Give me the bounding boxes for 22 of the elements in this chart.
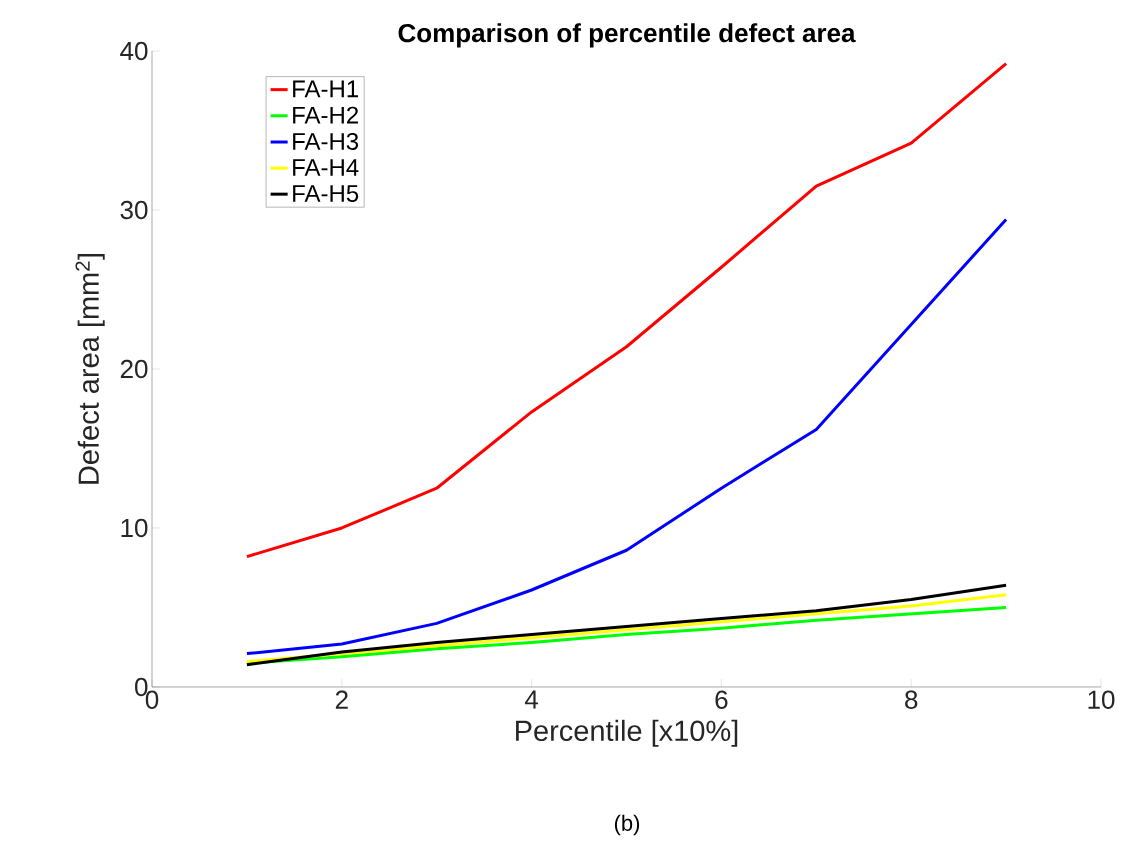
x-axis-title: Percentile [x10%]	[516, 719, 738, 747]
legend-label: FA-H1	[293, 80, 358, 98]
y-tick-label: 10	[121, 518, 148, 538]
line-series	[245, 583, 1008, 667]
x-tick-label: 10	[1088, 690, 1115, 709]
chart-title: Comparison of percentile defect area	[398, 23, 856, 48]
x-tick-label: 6	[715, 690, 728, 709]
line-series	[245, 218, 1008, 656]
text: (b)	[614, 814, 640, 836]
x-tick-label: 8	[905, 690, 918, 709]
line-series	[245, 593, 1008, 664]
y-axis-title: Defect area [mm$^{2}$]	[75, 253, 105, 484]
legend-label: FA-H5	[293, 185, 359, 202]
x-tick-label: 2	[335, 690, 348, 709]
x-tick-label: 4	[524, 690, 539, 709]
legend-label: FA-H3	[293, 132, 359, 150]
legend-label: FA-H2	[293, 106, 358, 124]
line-series	[245, 62, 1008, 559]
legend-label: FA-H4	[293, 159, 359, 176]
y-tick-label: 20	[120, 359, 148, 379]
y-tick-label: 30	[120, 200, 148, 220]
y-tick-label: 40	[120, 41, 148, 61]
